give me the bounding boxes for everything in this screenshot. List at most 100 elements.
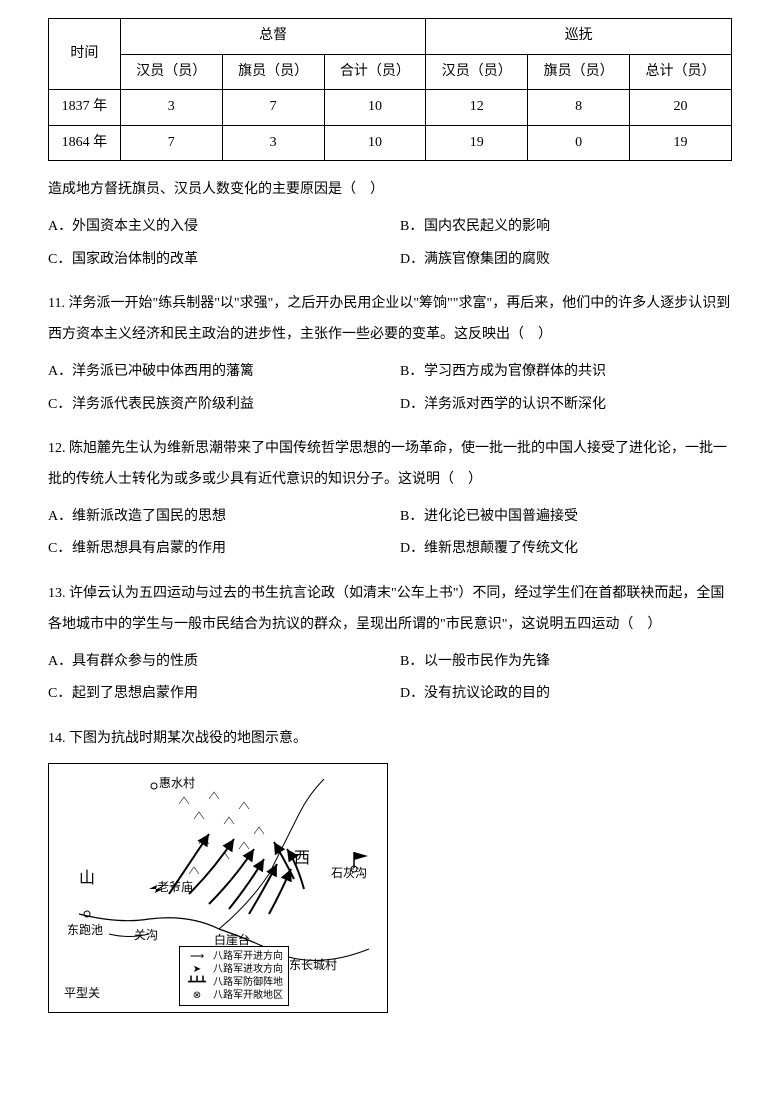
open-area-icon: ⊗	[185, 989, 209, 1002]
cell: 7	[120, 125, 222, 161]
option-d: D．满族官僚集团的腐败	[400, 247, 732, 274]
cell: 0	[528, 125, 630, 161]
option-c: C．起到了思想启蒙作用	[48, 681, 380, 708]
opt-text: 没有抗议论政的目的	[424, 686, 550, 701]
legend-row: ➤ 八路军进攻方向	[185, 963, 283, 976]
q12-stem: 12. 陈旭麓先生认为维新思潮带来了中国传统哲学思想的一场革命，使一批一批的中国…	[48, 434, 732, 496]
opt-label: D．	[400, 247, 424, 274]
opt-label: B．	[400, 504, 424, 531]
opt-label: D．	[400, 536, 424, 563]
q13-stem: 13. 许倬云认为五四运动与过去的书生抗言论政（如清末"公车上书"）不同，经过学…	[48, 579, 732, 641]
defense-line-icon: ┻┻┻	[185, 976, 209, 989]
opt-text: 洋务派代表民族资产阶级利益	[72, 397, 254, 412]
option-c: C．洋务派代表民族资产阶级利益	[48, 392, 380, 419]
arrow-open-icon: ⟶	[185, 950, 209, 963]
cell: 8	[528, 90, 630, 126]
opt-label: C．	[48, 536, 72, 563]
cell: 20	[630, 90, 732, 126]
opt-label: A．	[48, 214, 72, 241]
option-a: A．外国资本主义的入侵	[48, 214, 380, 241]
option-d: D．维新思想颠覆了传统文化	[400, 536, 732, 563]
map-label-dongchangcheng: 东长城村	[289, 954, 337, 977]
sub-header: 汉员（员）	[120, 54, 222, 90]
map-label-shan: 山	[79, 864, 95, 894]
arrow-solid-icon: ➤	[185, 963, 209, 976]
q10-options: A．外国资本主义的入侵 B．国内农民起义的影响 C．国家政治体制的改革 D．满族…	[48, 214, 732, 273]
table-row: 1837 年 3 7 10 12 8 20	[49, 90, 732, 126]
option-b: B．国内农民起义的影响	[400, 214, 732, 241]
opt-text: 进化论已被中国普遍接受	[424, 509, 578, 524]
option-b: B．学习西方成为官僚群体的共识	[400, 359, 732, 386]
cell: 7	[222, 90, 324, 126]
legend-text: 八路军开进方向	[213, 950, 283, 963]
opt-text: 维新思想具有启蒙的作用	[72, 541, 226, 556]
opt-label: A．	[48, 359, 72, 386]
q14-stem: 14. 下图为抗战时期某次战役的地图示意。	[48, 724, 732, 755]
opt-label: C．	[48, 392, 72, 419]
opt-label: C．	[48, 681, 72, 708]
map-label-laoyemiao: 老爷庙	[157, 876, 193, 899]
cell-year: 1837 年	[49, 90, 121, 126]
legend-row: ⟶ 八路军开进方向	[185, 950, 283, 963]
option-a: A．具有群众参与的性质	[48, 649, 380, 676]
cell: 12	[426, 90, 528, 126]
opt-label: D．	[400, 681, 424, 708]
opt-text: 以一般市民作为先锋	[424, 654, 550, 669]
map-label-xi: 西	[294, 844, 310, 874]
sub-header: 旗员（员）	[528, 54, 630, 90]
cell: 19	[630, 125, 732, 161]
option-a: A．维新派改造了国民的思想	[48, 504, 380, 531]
opt-text: 国内农民起义的影响	[424, 219, 550, 234]
opt-text: 满族官僚集团的腐败	[424, 252, 550, 267]
option-a: A．洋务派已冲破中体西用的藩篱	[48, 359, 380, 386]
opt-label: D．	[400, 392, 424, 419]
opt-label: C．	[48, 247, 72, 274]
legend-text: 八路军开敞地区	[213, 989, 283, 1002]
legend-row: ⊗ 八路军开敞地区	[185, 989, 283, 1002]
opt-text: 具有群众参与的性质	[72, 654, 198, 669]
q11-stem: 11. 洋务派一开始"练兵制器"以"求强"，之后开办民用企业以"筹饷""求富"，…	[48, 289, 732, 351]
opt-label: B．	[400, 649, 424, 676]
cell: 19	[426, 125, 528, 161]
sub-header: 旗员（员）	[222, 54, 324, 90]
cell: 10	[324, 125, 426, 161]
legend-row: ┻┻┻ 八路军防御阵地	[185, 976, 283, 989]
option-c: C．国家政治体制的改革	[48, 247, 380, 274]
opt-text: 维新派改造了国民的思想	[72, 509, 226, 524]
cell-year: 1864 年	[49, 125, 121, 161]
legend-text: 八路军防御阵地	[213, 976, 283, 989]
cell: 3	[222, 125, 324, 161]
q13-options: A．具有群众参与的性质 B．以一般市民作为先锋 C．起到了思想启蒙作用 D．没有…	[48, 649, 732, 708]
officials-table: 时间 总督 巡抚 汉员（员） 旗员（员） 合计（员） 汉员（员） 旗员（员） 总…	[48, 18, 732, 161]
col-group-zongdu: 总督	[120, 19, 426, 55]
col-group-xunfu: 巡抚	[426, 19, 732, 55]
map-label-dongpaochi: 东跑池	[67, 919, 103, 942]
option-c: C．维新思想具有启蒙的作用	[48, 536, 380, 563]
sub-header: 总计（员）	[630, 54, 732, 90]
map-label-huishui: 惠水村	[159, 772, 195, 795]
option-d: D．洋务派对西学的认识不断深化	[400, 392, 732, 419]
cell: 10	[324, 90, 426, 126]
sub-header: 合计（员）	[324, 54, 426, 90]
map-label-pingxingguan: 平型关	[64, 982, 100, 1005]
option-b: B．以一般市民作为先锋	[400, 649, 732, 676]
opt-label: B．	[400, 359, 424, 386]
q10-stem: 造成地方督抚旗员、汉员人数变化的主要原因是（ ）	[48, 175, 732, 206]
map-label-shihuigou: 石灰沟	[331, 862, 367, 885]
map-legend: ⟶ 八路军开进方向 ➤ 八路军进攻方向 ┻┻┻ 八路军防御阵地 ⊗ 八路军开敞地区	[179, 946, 289, 1006]
opt-text: 洋务派已冲破中体西用的藩篱	[72, 364, 254, 379]
col-time: 时间	[49, 19, 121, 90]
opt-text: 维新思想颠覆了传统文化	[424, 541, 578, 556]
opt-text: 外国资本主义的入侵	[72, 219, 198, 234]
sub-header: 汉员（员）	[426, 54, 528, 90]
q12-options: A．维新派改造了国民的思想 B．进化论已被中国普遍接受 C．维新思想具有启蒙的作…	[48, 504, 732, 563]
opt-label: A．	[48, 504, 72, 531]
opt-label: A．	[48, 649, 72, 676]
battle-map: 惠水村 山 西 老爷庙 石灰沟 东跑池 关沟 白崖台 东长城村 平型关 ⟶八路军…	[48, 763, 388, 1013]
q11-options: A．洋务派已冲破中体西用的藩篱 B．学习西方成为官僚群体的共识 C．洋务派代表民…	[48, 359, 732, 418]
legend-text: 八路军进攻方向	[213, 963, 283, 976]
option-d: D．没有抗议论政的目的	[400, 681, 732, 708]
opt-label: B．	[400, 214, 424, 241]
opt-text: 洋务派对西学的认识不断深化	[424, 397, 606, 412]
option-b: B．进化论已被中国普遍接受	[400, 504, 732, 531]
